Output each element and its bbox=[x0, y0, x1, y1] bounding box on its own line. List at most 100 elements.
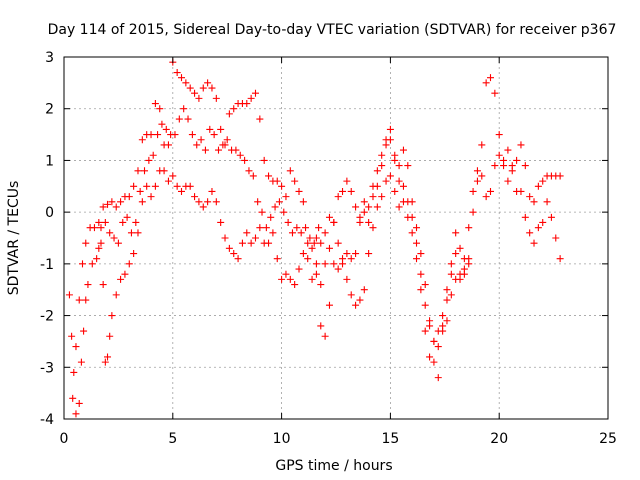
data-point-plus bbox=[469, 208, 477, 216]
data-point-plus bbox=[156, 105, 164, 113]
data-point-plus bbox=[365, 250, 373, 258]
data-point-plus bbox=[347, 291, 355, 299]
data-point-plus bbox=[369, 193, 377, 201]
data-point-plus bbox=[265, 239, 273, 247]
data-point-plus bbox=[286, 167, 294, 175]
data-point-plus bbox=[65, 291, 73, 299]
data-point-plus bbox=[162, 125, 170, 133]
data-point-plus bbox=[491, 89, 499, 97]
data-point-plus bbox=[238, 239, 246, 247]
data-point-plus bbox=[360, 198, 368, 206]
data-point-plus bbox=[291, 177, 299, 185]
data-point-plus bbox=[339, 187, 347, 195]
data-point-plus bbox=[236, 151, 244, 159]
data-point-plus bbox=[221, 234, 229, 242]
data-point-plus bbox=[286, 275, 294, 283]
data-point-plus bbox=[378, 193, 386, 201]
data-point-plus bbox=[164, 141, 172, 149]
data-point-plus bbox=[219, 141, 227, 149]
data-point-plus bbox=[421, 327, 429, 335]
data-point-plus bbox=[552, 234, 560, 242]
data-point-plus bbox=[465, 255, 473, 263]
data-point-plus bbox=[539, 177, 547, 185]
data-point-plus bbox=[191, 89, 199, 97]
data-point-plus bbox=[256, 224, 264, 232]
data-point-plus bbox=[186, 182, 194, 190]
data-point-plus bbox=[297, 229, 305, 237]
x-tick-label: 25 bbox=[599, 431, 617, 447]
data-point-plus bbox=[360, 208, 368, 216]
data-point-plus bbox=[254, 198, 262, 206]
data-point-plus bbox=[127, 229, 135, 237]
data-point-plus bbox=[369, 182, 377, 190]
data-point-plus bbox=[391, 187, 399, 195]
data-point-plus bbox=[69, 394, 77, 402]
data-point-plus bbox=[347, 255, 355, 263]
data-point-plus bbox=[443, 317, 451, 325]
data-point-plus bbox=[382, 177, 390, 185]
data-point-plus bbox=[184, 115, 192, 123]
data-point-plus bbox=[112, 203, 120, 211]
data-point-plus bbox=[123, 213, 131, 221]
data-point-plus bbox=[121, 270, 129, 278]
data-point-plus bbox=[271, 203, 279, 211]
data-point-plus bbox=[104, 200, 112, 208]
data-point-plus bbox=[214, 146, 222, 154]
data-point-plus bbox=[352, 203, 360, 211]
data-point-plus bbox=[72, 343, 80, 351]
data-point-plus bbox=[460, 270, 468, 278]
data-point-plus bbox=[482, 79, 490, 87]
data-point-plus bbox=[530, 239, 538, 247]
x-axis-label: GPS time / hours bbox=[275, 458, 392, 474]
data-point-plus bbox=[395, 203, 403, 211]
data-point-plus bbox=[117, 198, 125, 206]
data-point-plus bbox=[408, 229, 416, 237]
data-point-plus bbox=[106, 229, 114, 237]
data-point-plus bbox=[356, 213, 364, 221]
data-point-plus bbox=[180, 105, 188, 113]
data-point-plus bbox=[104, 353, 112, 361]
data-point-plus bbox=[334, 193, 342, 201]
data-point-plus bbox=[188, 131, 196, 139]
data-point-plus bbox=[534, 224, 542, 232]
data-point-plus bbox=[278, 182, 286, 190]
data-point-plus bbox=[413, 224, 421, 232]
data-point-plus bbox=[138, 198, 146, 206]
data-point-plus bbox=[500, 156, 508, 164]
data-point-plus bbox=[369, 224, 377, 232]
data-point-plus bbox=[504, 177, 512, 185]
data-point-plus bbox=[178, 187, 186, 195]
data-point-plus bbox=[315, 224, 323, 232]
data-point-plus bbox=[273, 255, 281, 263]
data-point-plus bbox=[310, 239, 318, 247]
data-point-plus bbox=[447, 260, 455, 268]
data-point-plus bbox=[282, 270, 290, 278]
data-point-plus bbox=[430, 358, 438, 366]
data-point-plus bbox=[149, 151, 157, 159]
data-point-plus bbox=[106, 332, 114, 340]
data-point-plus bbox=[234, 255, 242, 263]
x-tick-label: 20 bbox=[490, 431, 508, 447]
data-point-plus bbox=[365, 218, 373, 226]
data-point-plus bbox=[386, 125, 394, 133]
data-point-plus bbox=[526, 229, 534, 237]
data-point-plus bbox=[108, 198, 116, 206]
data-point-plus bbox=[417, 286, 425, 294]
data-point-plus bbox=[513, 156, 521, 164]
data-point-plus bbox=[141, 167, 149, 175]
y-axis-label: SDTVAR / TECUs bbox=[6, 181, 22, 296]
data-point-plus bbox=[70, 368, 78, 376]
data-point-plus bbox=[413, 239, 421, 247]
data-point-plus bbox=[143, 182, 151, 190]
data-point-plus bbox=[452, 229, 460, 237]
data-point-plus bbox=[230, 105, 238, 113]
data-point-plus bbox=[386, 136, 394, 144]
data-point-plus bbox=[217, 125, 225, 133]
data-point-plus bbox=[208, 84, 216, 92]
data-point-plus bbox=[132, 218, 140, 226]
data-point-plus bbox=[173, 69, 181, 77]
x-tick-label: 15 bbox=[381, 431, 399, 447]
data-point-plus bbox=[304, 239, 312, 247]
x-tick-label: 5 bbox=[168, 431, 177, 447]
data-point-plus bbox=[399, 146, 407, 154]
